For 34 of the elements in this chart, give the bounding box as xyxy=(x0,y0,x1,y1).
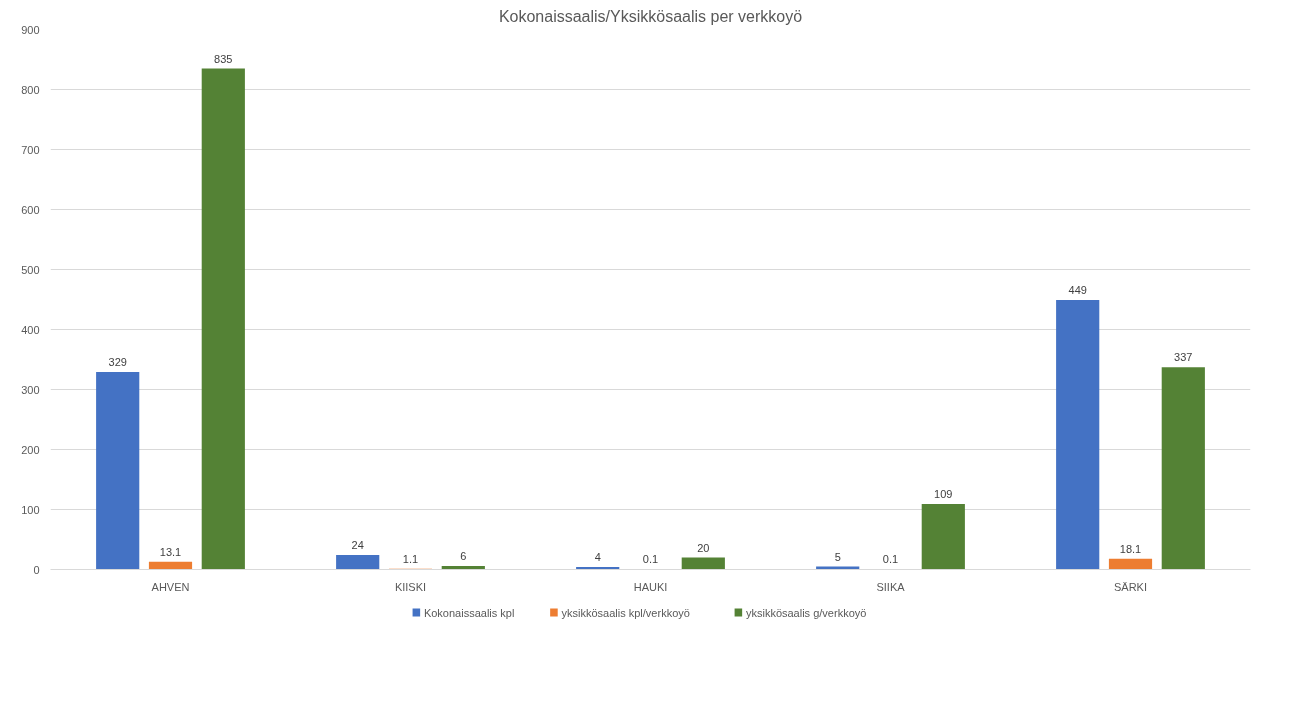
data-label: 109 xyxy=(934,488,953,501)
data-label: 329 xyxy=(108,356,127,369)
y-tick-label: 600 xyxy=(21,203,40,216)
y-tick-label: 900 xyxy=(21,23,40,36)
y-tick-label: 400 xyxy=(21,323,40,336)
y-tick-label: 700 xyxy=(21,143,40,156)
y-tick-label: 300 xyxy=(21,383,40,396)
data-label: 6 xyxy=(460,549,467,562)
y-tick-label: 100 xyxy=(21,503,40,516)
data-label: 0.1 xyxy=(882,553,899,566)
data-label: 20 xyxy=(697,541,710,554)
x-tick-label: AHVEN xyxy=(151,580,190,593)
legend-label: yksikkösaalis kpl/verkkoyö xyxy=(561,606,690,619)
chart-title: Kokonaissaalis/Yksikkösaalis per verkkoyö xyxy=(498,7,803,25)
data-label: 18.1 xyxy=(1119,542,1142,555)
data-label: 835 xyxy=(214,52,233,65)
data-label: 0.1 xyxy=(642,553,659,566)
y-tick-label: 200 xyxy=(21,443,40,456)
y-tick-label: 800 xyxy=(21,83,40,96)
data-label: 4 xyxy=(594,551,601,564)
data-label: 337 xyxy=(1174,351,1193,364)
y-tick-label: 0 xyxy=(33,563,40,576)
legend-label: Kokonaissaalis kpl xyxy=(423,606,515,619)
x-tick-label: KIISKI xyxy=(394,580,427,593)
data-label: 449 xyxy=(1068,284,1087,297)
data-label: 24 xyxy=(351,539,364,552)
x-tick-label: SÄRKI xyxy=(1113,580,1148,593)
legend-label: yksikkösaalis g/verkkoyö xyxy=(745,606,867,619)
x-tick-label: SIIKA xyxy=(876,580,906,593)
data-label: 5 xyxy=(834,550,841,563)
data-label: 1.1 xyxy=(402,552,419,565)
x-tick-label: HAUKI xyxy=(633,580,668,593)
data-label: 13.1 xyxy=(159,545,182,558)
y-tick-label: 500 xyxy=(21,263,40,276)
